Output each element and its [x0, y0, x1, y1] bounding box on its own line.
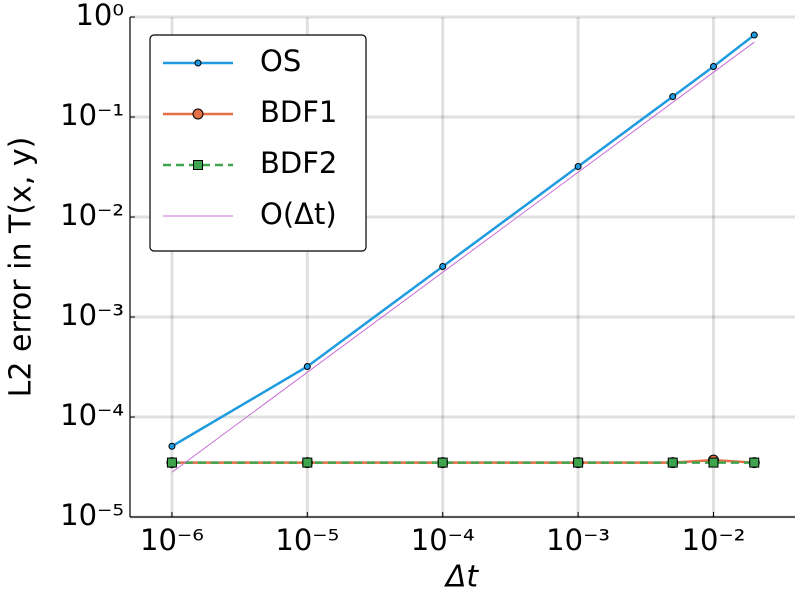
x-tick-label: 10⁻⁶: [140, 523, 204, 557]
marker: [194, 59, 202, 67]
x-tick-label: 10⁻³: [546, 523, 610, 557]
legend-box: [149, 34, 367, 252]
y-axis-label: L2 error in T(x, y): [4, 137, 39, 398]
marker: [302, 457, 313, 468]
y-tick-label: 10⁰: [75, 0, 124, 32]
marker: [166, 457, 177, 468]
x-tick-label: 10⁻⁴: [411, 523, 475, 557]
x-tick-label: 10⁻⁵: [275, 523, 339, 557]
legend-label: BDF2: [260, 146, 337, 180]
series-line: [171, 41, 755, 473]
marker: [574, 162, 582, 170]
marker: [667, 457, 678, 468]
marker: [749, 457, 760, 468]
marker: [303, 362, 311, 370]
marker: [168, 442, 176, 450]
y-tick-label: 10⁻²: [60, 198, 124, 232]
marker: [669, 93, 677, 101]
marker: [439, 262, 447, 270]
marker: [437, 457, 448, 468]
legend-label: OS: [260, 44, 301, 78]
marker: [750, 31, 758, 39]
legend-label: BDF1: [260, 95, 337, 129]
y-tick-label: 10⁻³: [60, 298, 124, 332]
marker: [573, 457, 584, 468]
legend-label: O(Δt): [260, 197, 337, 231]
y-tick-label: 10⁻⁴: [60, 398, 124, 432]
y-tick-label: 10⁻¹: [60, 98, 124, 132]
x-axis-label: Δt: [444, 560, 480, 595]
marker: [708, 457, 719, 468]
marker: [192, 108, 204, 120]
y-tick-label: 10⁻⁵: [60, 498, 124, 532]
marker: [709, 62, 717, 70]
x-tick-label: 10⁻²: [682, 523, 746, 557]
legend: OS BDF1 BDF2 O(Δt): [149, 34, 367, 252]
marker: [193, 160, 203, 170]
